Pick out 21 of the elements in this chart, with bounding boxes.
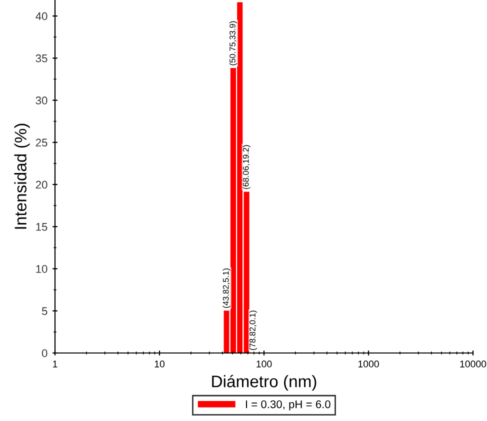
- x-tick-label: 100: [256, 360, 272, 368]
- y-tick-label: 5: [42, 307, 48, 316]
- y-tick-label: 40: [36, 12, 48, 20]
- y-tick-label: 10: [36, 265, 48, 273]
- x-tick-label: 10000: [460, 360, 486, 368]
- y-tick-label: 0: [42, 349, 48, 358]
- data-label: (50.75,33.9): [229, 21, 238, 66]
- data-label: (68.06,19.2): [242, 145, 250, 190]
- y-tick-label: 15: [36, 223, 48, 231]
- y-tick-label: 25: [36, 138, 48, 147]
- y-axis-title: Intensidad (%): [14, 124, 30, 229]
- x-tick-label: 1: [53, 360, 58, 368]
- x-axis-title: Diámetro (nm): [212, 374, 316, 391]
- y-tick-label: 20: [36, 180, 48, 189]
- y-tick-label: 30: [36, 96, 48, 104]
- data-label: (43.82,5.1): [222, 268, 230, 308]
- x-tick-label: 10: [154, 360, 165, 368]
- data-label: (78.82,0.1): [249, 310, 258, 350]
- legend-label: I = 0.30, pH = 6.0: [246, 400, 330, 410]
- x-tick-label: 1000: [358, 360, 379, 368]
- y-tick-label: 35: [36, 54, 48, 62]
